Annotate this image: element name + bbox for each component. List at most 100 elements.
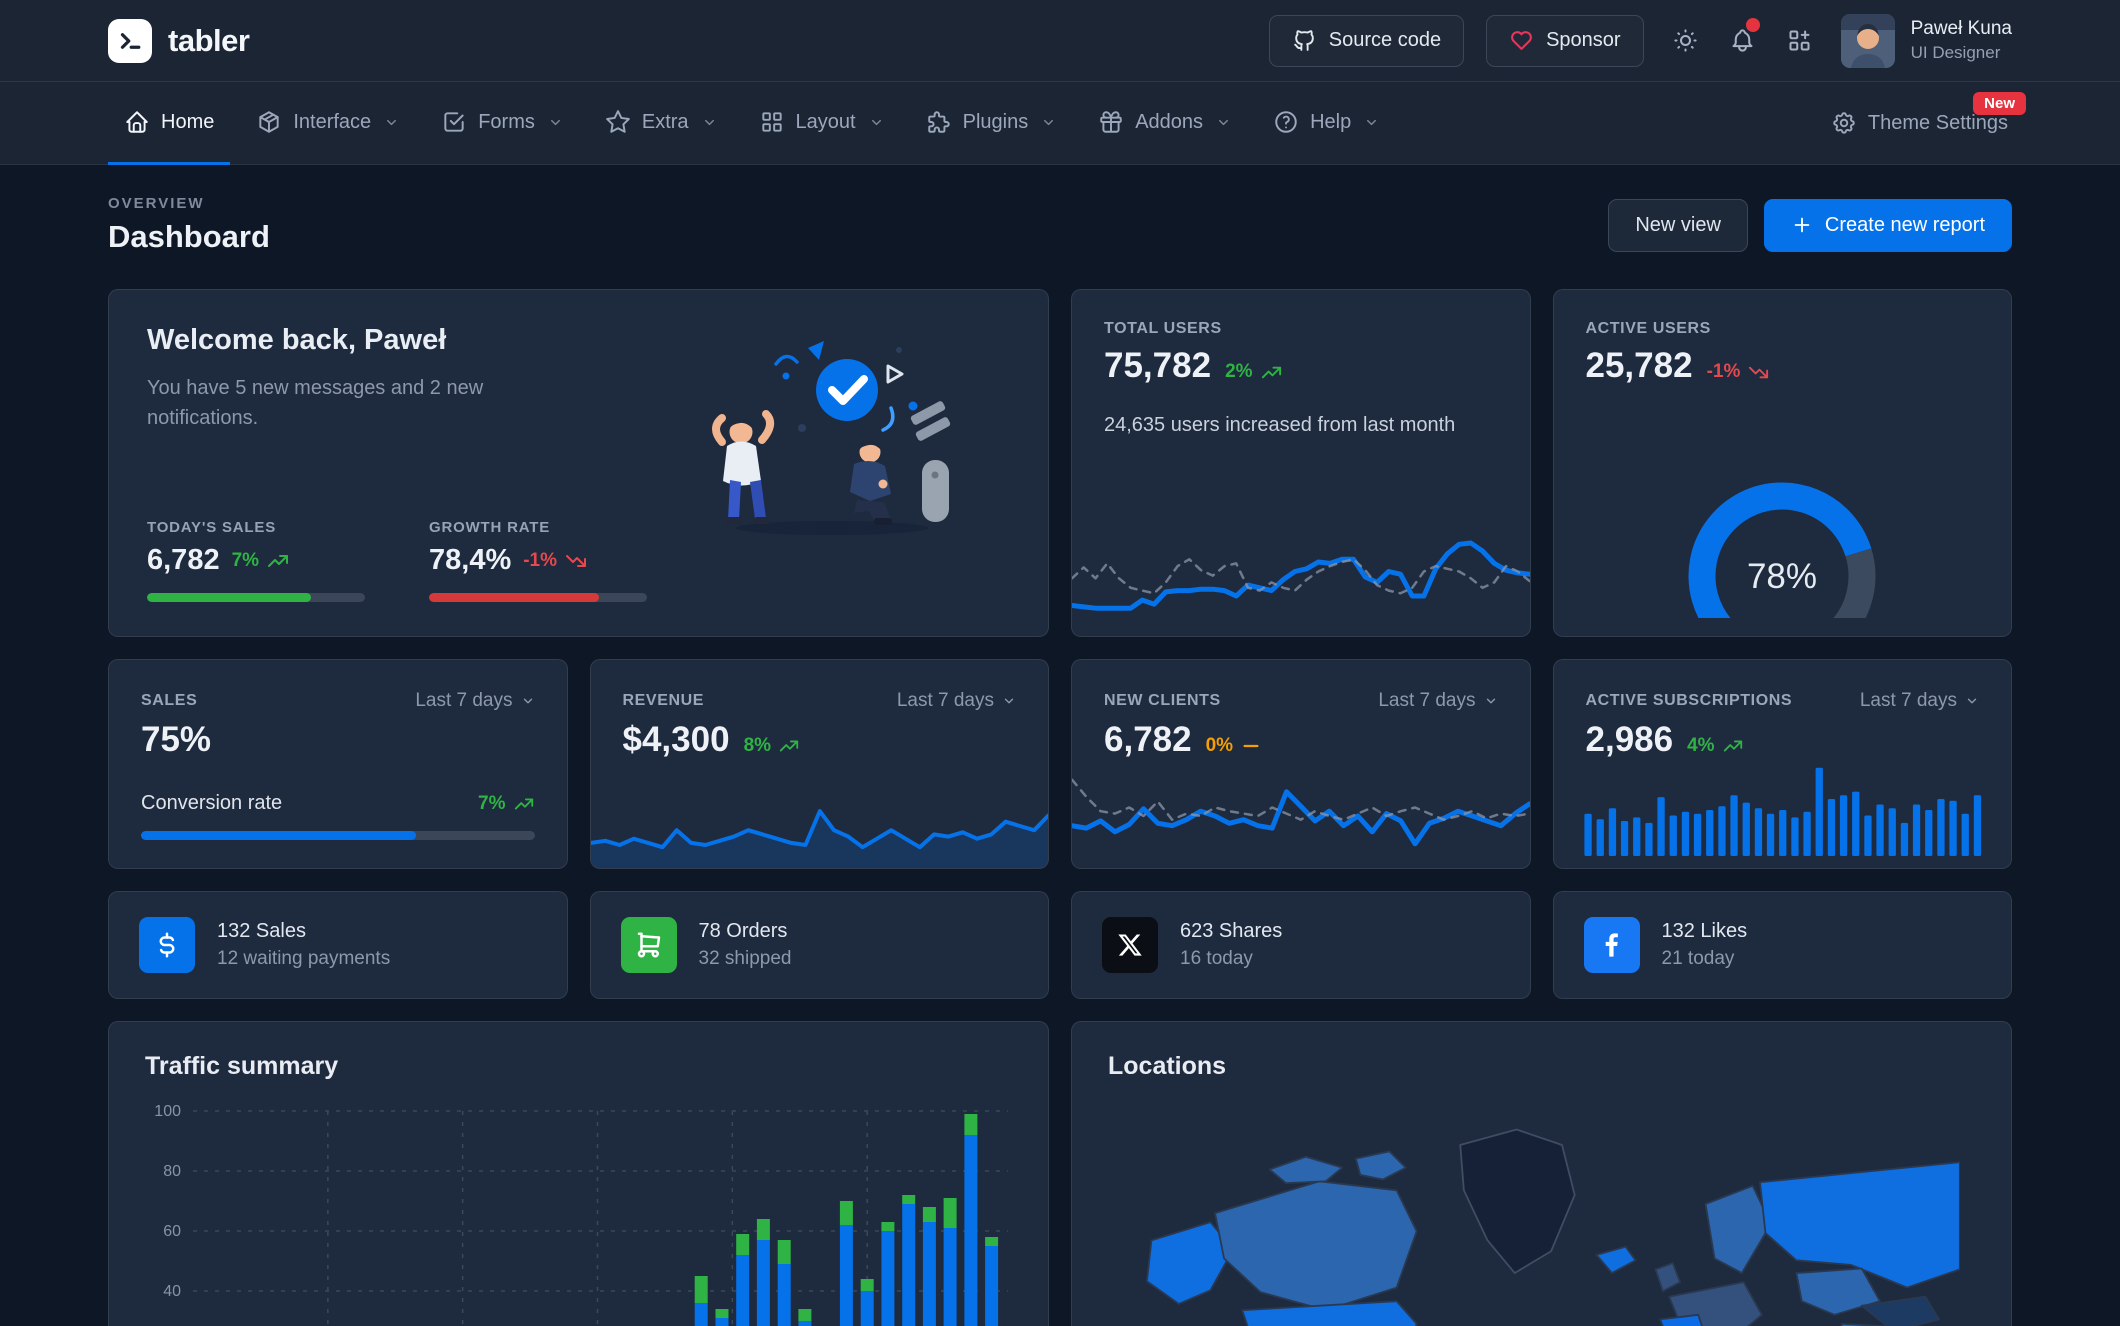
apps-grid-icon[interactable] <box>1786 27 1813 54</box>
chevron-down-icon <box>523 698 532 704</box>
period-selector[interactable]: Last 7 days <box>897 690 1016 712</box>
growth-progress-bar <box>429 593 647 602</box>
home-icon <box>124 109 150 135</box>
chevron-down-icon <box>1041 115 1056 130</box>
likes-tile: 132 Likes 21 today <box>1552 891 2012 999</box>
create-new-report-button[interactable]: Create new report <box>1763 198 2012 252</box>
svg-text:80: 80 <box>163 1163 181 1180</box>
period-selector[interactable]: Last 7 days <box>1378 690 1497 712</box>
shopping-cart-icon <box>620 917 677 973</box>
delta-value: 0% <box>1205 735 1234 756</box>
new-clients-chart <box>1072 733 1530 868</box>
traffic-summary-card: Traffic summary 100806040200 <box>108 1021 1049 1326</box>
trending-up-icon <box>1723 740 1742 752</box>
user-menu[interactable]: Paweł Kuna UI Designer <box>1840 13 2012 68</box>
traffic-summary-chart: 100806040200 <box>145 1099 1012 1326</box>
topbar: tabler Source code Sponsor <box>0 0 2120 82</box>
chevron-down-icon <box>1216 115 1231 130</box>
help-circle-icon <box>1273 109 1299 135</box>
sales-tile: 132 Sales 12 waiting payments <box>108 891 568 999</box>
sponsor-button[interactable]: Sponsor <box>1486 14 1644 67</box>
chevron-down-icon <box>1364 115 1379 130</box>
new-badge: New <box>1973 92 2026 115</box>
stat-label: TODAY'S SALES <box>147 519 277 536</box>
chevron-down-icon <box>1004 698 1014 704</box>
period-label: Last 7 days <box>896 690 994 711</box>
nav-label: Extra <box>641 110 689 133</box>
welcome-subtitle: You have 5 new messages and 2 new notifi… <box>147 377 484 429</box>
card-label: ACTIVE USERS <box>1585 320 1711 337</box>
total-users-card: TOTAL USERS 75,782 2% 24,635 users incre… <box>1071 289 1531 637</box>
delta-value: 2% <box>1225 361 1253 382</box>
nav-label: Forms <box>478 110 535 133</box>
nav-label: Home <box>161 110 215 133</box>
welcome-illustration <box>712 341 951 535</box>
nav-label: Plugins <box>962 110 1029 133</box>
revenue-value: $4,300 <box>622 720 730 759</box>
nav-item-plugins[interactable]: Plugins <box>910 82 1073 165</box>
nav-item-forms[interactable]: Forms <box>425 82 579 165</box>
subscriptions-chart <box>1582 760 1984 856</box>
trending-down-icon <box>566 554 587 567</box>
active-users-card: ACTIVE USERS 25,782 -1% 78% <box>1552 289 2012 637</box>
github-icon <box>1292 28 1317 53</box>
checkbox-icon <box>441 109 467 135</box>
nav-label: Addons <box>1135 110 1204 133</box>
theme-settings-button[interactable]: Theme Settings <box>1827 110 2012 136</box>
sponsor-label: Sponsor <box>1546 29 1621 51</box>
period-selector[interactable]: Last 7 days <box>415 690 534 712</box>
period-label: Last 7 days <box>1859 690 1957 711</box>
card-label: REVENUE <box>622 692 705 709</box>
nav-item-home[interactable]: Home <box>108 82 231 165</box>
page-content: OVERVIEW Dashboard New view Create new r… <box>0 195 2120 1326</box>
create-new-report-label: Create new report <box>1824 213 1985 236</box>
user-role: UI Designer <box>1910 43 2001 62</box>
chevron-down-icon <box>1486 698 1495 704</box>
source-code-button[interactable]: Source code <box>1268 14 1465 67</box>
nav-label: Interface <box>293 110 372 133</box>
tile-title: 78 Orders <box>698 920 788 942</box>
active-users-value: 25,782 <box>1585 346 1693 385</box>
brand-x-icon <box>1102 917 1158 973</box>
chevron-down-icon <box>1967 698 1977 704</box>
active-subscriptions-card: ACTIVE SUBSCRIPTIONS Last 7 days 2,986 4… <box>1552 659 2012 869</box>
stat-value: 6,782 <box>147 544 220 576</box>
svg-text:40: 40 <box>163 1283 181 1300</box>
tabler-logo-icon <box>108 18 152 63</box>
welcome-card: Welcome back, Paweł You have 5 new messa… <box>108 289 1049 637</box>
traffic-summary-title: Traffic summary <box>145 1052 339 1080</box>
nav-item-interface[interactable]: Interface <box>240 82 415 165</box>
stat-delta: 7% <box>231 549 260 571</box>
chevron-down-icon <box>702 115 717 130</box>
delta-value: 8% <box>743 735 772 756</box>
nav-item-extra[interactable]: Extra <box>589 82 733 165</box>
stat-label: GROWTH RATE <box>429 519 551 536</box>
period-label: Last 7 days <box>415 690 513 711</box>
brand-logo[interactable]: tabler <box>108 18 250 63</box>
delta-value: 4% <box>1687 735 1715 756</box>
period-selector[interactable]: Last 7 days <box>1860 690 1979 712</box>
new-clients-value: 6,782 <box>1104 720 1192 759</box>
page-header: OVERVIEW Dashboard New view Create new r… <box>108 195 2012 255</box>
conversion-progress-bar <box>141 831 535 840</box>
nav-item-layout[interactable]: Layout <box>743 82 900 165</box>
nav-item-addons[interactable]: Addons <box>1082 82 1247 165</box>
notifications-bell-icon[interactable] <box>1729 18 1760 54</box>
stat-delta: -1% <box>523 549 558 571</box>
nav-item-help[interactable]: Help <box>1257 82 1395 165</box>
user-name: Paweł Kuna <box>1910 18 2012 39</box>
sales-card: SALES Last 7 days 75% Conversion rate 7% <box>108 659 568 869</box>
tile-subtitle: 32 shipped <box>698 948 792 969</box>
theme-toggle-sun-icon[interactable] <box>1672 27 1699 54</box>
tile-subtitle: 12 waiting payments <box>217 948 391 969</box>
source-code-label: Source code <box>1328 29 1442 51</box>
new-view-button[interactable]: New view <box>1608 198 1748 252</box>
card-label: NEW CLIENTS <box>1104 692 1221 709</box>
currency-dollar-icon <box>139 917 195 973</box>
growth-rate-stat: GROWTH RATE 78,4% -1% <box>429 519 647 602</box>
avatar <box>1840 13 1895 68</box>
total-users-value: 75,782 <box>1104 346 1212 385</box>
nav-label: Help <box>1310 110 1352 133</box>
world-map <box>1108 1095 1975 1326</box>
tile-title: 132 Sales <box>217 920 306 942</box>
